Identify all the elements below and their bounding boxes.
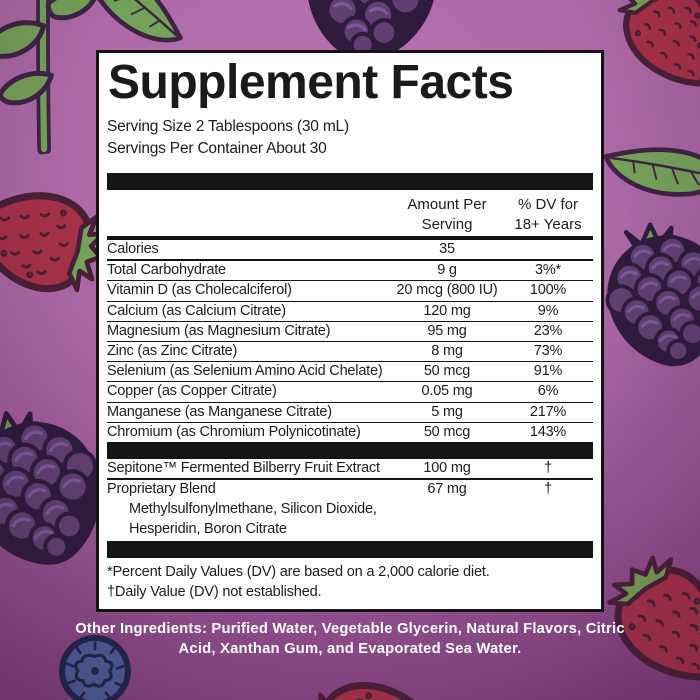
header-spacer (107, 195, 391, 234)
nutrient-dv: 3%* (535, 262, 561, 279)
footnotes: *Percent Daily Values (DV) are based on … (107, 563, 593, 602)
section-divider-bar (107, 173, 593, 190)
nutrient-name: Zinc (as Zinc Citrate) (107, 343, 238, 360)
nutrient-dv: 100% (529, 282, 567, 299)
nutrient-name: Vitamin D (as Cholecalciferol) (107, 282, 292, 299)
table-row: Vitamin D (as Cholecalciferol) 20 mcg (80… (107, 280, 593, 300)
nutrient-amount: 95 mg (427, 322, 467, 339)
nutrient-dv: 9% (537, 302, 559, 319)
nutrient-amount: 67 mg (427, 481, 467, 498)
table-row: Proprietary Blend 67 mg † (107, 478, 593, 499)
nutrient-name: Manganese (as Manganese Citrate) (107, 403, 332, 420)
nutrient-dv: 217% (529, 403, 567, 420)
section-divider-bar (107, 442, 593, 460)
nutrient-dv: 6% (537, 383, 559, 400)
nutrient-amount: 20 mcg (800 IU) (396, 282, 498, 299)
supplement-facts-panel: Supplement Facts Serving Size 2 Tablespo… (96, 50, 604, 612)
table-row: Copper (as Copper Citrate) 0.05 mg 6% (107, 381, 593, 401)
nutrient-amount: 9 g (437, 262, 457, 279)
table-row: Manganese (as Manganese Citrate) 5 mg 217% (107, 401, 593, 422)
nutrient-amount: 50 mcg (423, 363, 471, 380)
strawberry-illustration (595, 0, 700, 122)
nutrient-name: Proprietary Blend (107, 481, 216, 498)
table-row: Sepitone™ Fermented Bilberry Fruit Extra… (107, 459, 593, 478)
nutrient-name: Chromium (as Chromium Polynicotinate) (107, 423, 361, 440)
dv-column-header: % DV for 18+ Years (514, 196, 582, 233)
strawberry-illustration (301, 667, 455, 700)
leaf-illustration (599, 132, 700, 212)
table-row: Calories 35 (107, 240, 593, 259)
table-row: Total Carbohydrate 9 g 3%* (107, 259, 593, 280)
other-ingredients-text: Purified Water, Vegetable Glycerin, Natu… (178, 621, 625, 657)
nutrient-dv: † (544, 481, 552, 498)
panel-title: Supplement Facts (108, 56, 514, 109)
servings-per-container: Servings Per Container About 30 (107, 140, 327, 157)
nutrient-amount: 8 mg (431, 343, 463, 360)
nutrient-amount: 100 mg (423, 460, 471, 477)
nutrient-amount: 50 mcg (423, 423, 471, 440)
footnote-dv: *Percent Daily Values (DV) are based on … (107, 564, 490, 581)
nutrient-dv: † (544, 460, 552, 477)
other-ingredients: Other Ingredients: Purified Water, Veget… (70, 620, 630, 659)
nutrient-name: Magnesium (as Magnesium Citrate) (107, 322, 331, 339)
table-row: Chromium (as Chromium Polynicotinate) 50 … (107, 421, 593, 442)
nutrient-amount: 35 (439, 241, 455, 257)
blend-ingredients-line: Hesperidin, Boron Citrate (129, 521, 287, 538)
nutrient-name: Calcium (as Calcium Citrate) (107, 302, 286, 319)
nutrient-amount: 120 mg (423, 302, 471, 319)
table-row: Zinc (as Zinc Citrate) 8 mg 73% (107, 341, 593, 361)
table-row: Selenium (as Selenium Amino Acid Chelate… (107, 361, 593, 381)
nutrient-rows: Calories 35 Total Carbohydrate 9 g 3%* Vitami… (107, 240, 593, 442)
nutrient-dv: 91% (533, 363, 563, 380)
other-ingredients-lead: Other Ingredients: (75, 621, 208, 637)
nutrient-name: Total Carbohydrate (107, 262, 226, 279)
nutrient-name: Sepitone™ Fermented Bilberry Fruit Extra… (107, 460, 380, 477)
nutrient-dv: 23% (533, 322, 563, 339)
nutrient-dv: 73% (533, 343, 563, 360)
table-row: Magnesium (as Magnesium Citrate) 95 mg 23% (107, 320, 593, 341)
blend-ingredients-line: Methylsulfonylmethane, Silicon Dioxide, (129, 501, 377, 518)
amount-column-header: Amount Per Serving (407, 196, 487, 233)
nutrient-name: Selenium (as Selenium Amino Acid Chelate… (107, 363, 383, 380)
nutrient-name: Copper (as Copper Citrate) (107, 383, 277, 400)
nutrient-name: Calories (107, 241, 159, 257)
serving-info: Serving Size 2 Tablespoons (30 mL) Servi… (107, 116, 593, 160)
botanical-rows: Sepitone™ Fermented Bilberry Fruit Extra… (107, 459, 593, 539)
nutrient-amount: 5 mg (431, 403, 463, 420)
serving-size: Serving Size 2 Tablespoons (30 mL) (107, 118, 349, 135)
table-header: Amount Per Serving % DV for 18+ Years (107, 190, 593, 240)
footnote-dagger: †Daily Value (DV) not established. (107, 583, 322, 600)
nutrient-amount: 0.05 mg (421, 383, 473, 400)
table-row: Calcium (as Calcium Citrate) 120 mg 9% (107, 300, 593, 321)
section-divider-bar (107, 541, 593, 559)
nutrient-dv: 143% (529, 423, 567, 440)
